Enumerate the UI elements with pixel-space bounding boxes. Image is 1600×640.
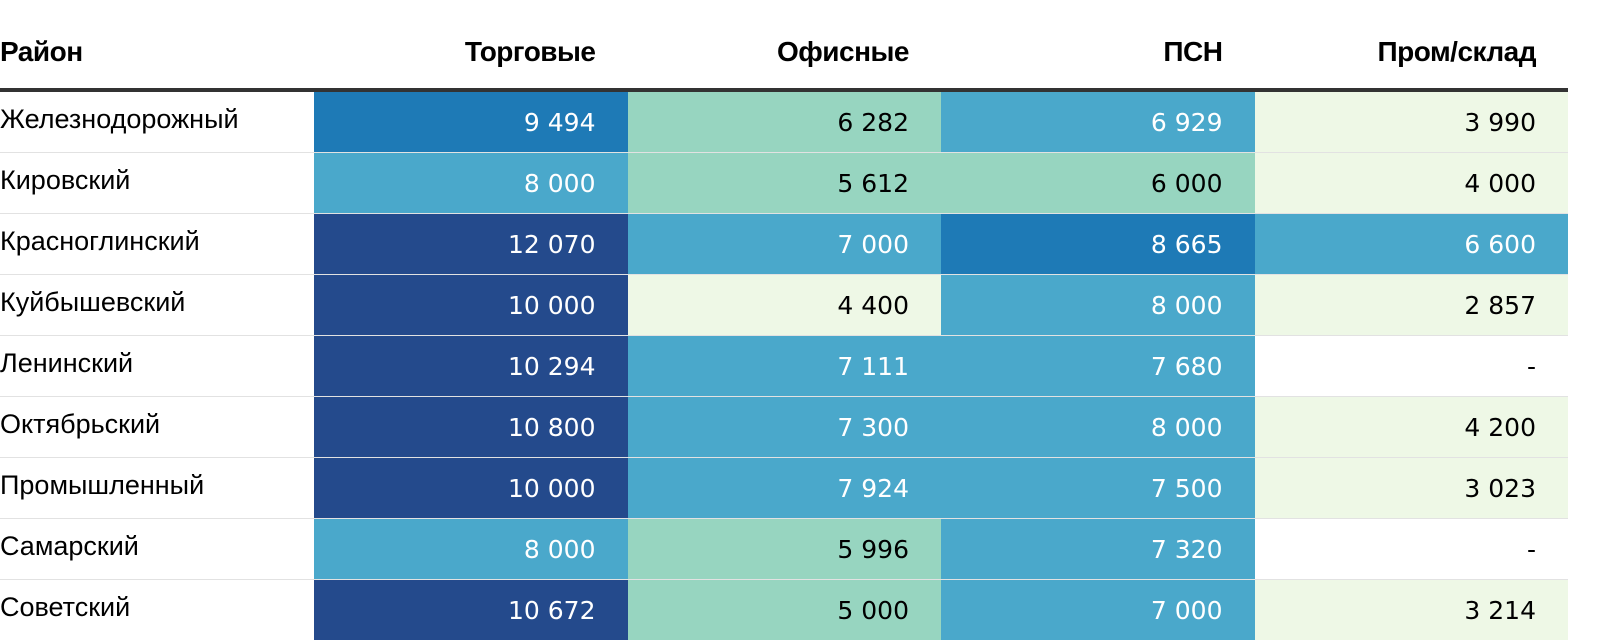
value-cell-retail: 12 070 xyxy=(314,214,628,275)
district-name-cell: Октябрьский xyxy=(0,397,314,458)
district-name-cell: Железнодорожный xyxy=(0,90,314,153)
district-name-cell: Промышленный xyxy=(0,458,314,519)
value-cell-industrial-warehouse: 4 200 xyxy=(1255,397,1569,458)
value-cell-office: 5 612 xyxy=(628,153,942,214)
value-cell-office: 6 282 xyxy=(628,90,942,153)
value-cell-office: 7 111 xyxy=(628,336,942,397)
value-cell-psn: 6 000 xyxy=(941,153,1255,214)
column-header-retail: Торговые xyxy=(314,22,628,90)
value-cell-industrial-warehouse: 6 600 xyxy=(1255,214,1569,275)
value-cell-office: 7 300 xyxy=(628,397,942,458)
district-name-cell: Ленинский xyxy=(0,336,314,397)
value-cell-retail: 10 000 xyxy=(314,275,628,336)
value-cell-psn: 7 680 xyxy=(941,336,1255,397)
header-row: Район Торговые Офисные ПСН Пром/склад xyxy=(0,22,1568,90)
value-cell-retail: 10 800 xyxy=(314,397,628,458)
value-cell-retail: 9 494 xyxy=(314,90,628,153)
column-header-industrial-warehouse: Пром/склад xyxy=(1255,22,1569,90)
value-cell-retail: 10 000 xyxy=(314,458,628,519)
district-name-cell: Кировский xyxy=(0,153,314,214)
value-cell-retail: 10 294 xyxy=(314,336,628,397)
column-header-office: Офисные xyxy=(628,22,942,90)
value-cell-office: 7 924 xyxy=(628,458,942,519)
value-cell-psn: 8 000 xyxy=(941,275,1255,336)
value-cell-office: 7 000 xyxy=(628,214,942,275)
value-cell-psn: 6 929 xyxy=(941,90,1255,153)
column-header-district: Район xyxy=(0,22,314,90)
value-cell-industrial-warehouse: - xyxy=(1255,336,1569,397)
value-cell-psn: 8 665 xyxy=(941,214,1255,275)
value-cell-industrial-warehouse: 4 000 xyxy=(1255,153,1569,214)
value-cell-industrial-warehouse: 3 023 xyxy=(1255,458,1569,519)
district-name-cell: Куйбышевский xyxy=(0,275,314,336)
district-name-cell: Красноглинский xyxy=(0,214,314,275)
value-cell-industrial-warehouse: - xyxy=(1255,519,1569,580)
value-cell-retail: 8 000 xyxy=(314,153,628,214)
value-cell-psn: 7 320 xyxy=(941,519,1255,580)
value-cell-office: 4 400 xyxy=(628,275,942,336)
district-name-cell: Самарский xyxy=(0,519,314,580)
value-cell-retail: 8 000 xyxy=(314,519,628,580)
value-cell-industrial-warehouse: 2 857 xyxy=(1255,275,1569,336)
value-cell-industrial-warehouse: 3 990 xyxy=(1255,90,1569,153)
value-cell-psn: 8 000 xyxy=(941,397,1255,458)
value-cell-psn: 7 500 xyxy=(941,458,1255,519)
column-header-psn: ПСН xyxy=(941,22,1255,90)
heatmap-table: Район Торговые Офисные ПСН Пром/склад Же… xyxy=(0,22,1568,640)
value-cell-office: 5 996 xyxy=(628,519,942,580)
